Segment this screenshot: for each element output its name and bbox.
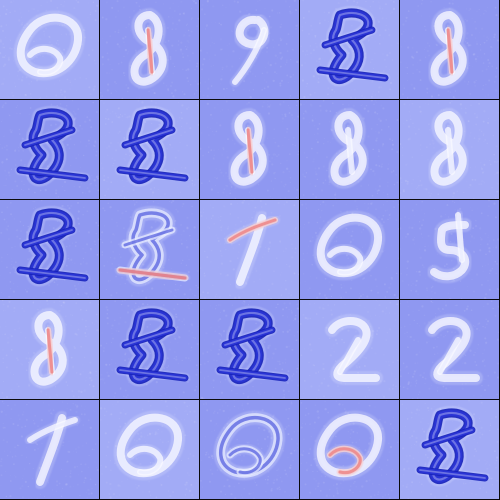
tile-1-1-svg [100, 100, 199, 199]
grid-tile [300, 400, 399, 499]
tile-0-0-svg [0, 0, 99, 99]
grid-tile [0, 100, 99, 199]
grid-tile [200, 100, 299, 199]
tile-0-2-svg [200, 0, 299, 99]
tile-4-0-svg [0, 400, 99, 499]
grid-tile [400, 200, 499, 299]
grid-tile [300, 0, 399, 99]
tile-4-2-svg [200, 400, 299, 499]
grid-tile [0, 0, 99, 99]
tile-2-4-svg [400, 200, 499, 299]
grid-tile [0, 400, 99, 499]
grid-tile [100, 400, 199, 499]
tile-3-1-svg [100, 300, 199, 399]
grid-tile [100, 200, 199, 299]
grid-tile [0, 300, 99, 399]
grid-tile [400, 400, 499, 499]
grid-tile [300, 200, 399, 299]
tile-4-3-svg [300, 400, 399, 499]
tile-3-0-svg [0, 300, 99, 399]
grid-tile [100, 300, 199, 399]
grid-tile [100, 100, 199, 199]
grid-tile [200, 300, 299, 399]
tile-3-3-svg [300, 300, 399, 399]
grid-tile [400, 300, 499, 399]
tile-3-2-svg [200, 300, 299, 399]
tile-4-4-svg [400, 400, 499, 499]
tile-1-3-svg [300, 100, 399, 199]
tile-0-1-svg [100, 0, 199, 99]
tile-3-4-svg [400, 300, 499, 399]
grid-tile [300, 300, 399, 399]
tile-0-4-svg [400, 0, 499, 99]
grid-tile [300, 100, 399, 199]
tile-1-4-svg [400, 100, 499, 199]
grid-tile [0, 200, 99, 299]
grid-tile [200, 400, 299, 499]
tile-4-1-svg [100, 400, 199, 499]
tile-2-1-svg [100, 200, 199, 299]
grid-tile [400, 0, 499, 99]
grid-tile [100, 0, 199, 99]
tile-0-3-svg [300, 0, 399, 99]
tile-1-2-svg [200, 100, 299, 199]
tile-2-3-svg [300, 200, 399, 299]
grid-tile [400, 100, 499, 199]
grid-tile [200, 0, 299, 99]
tile-2-2-svg [200, 200, 299, 299]
tile-1-0-svg [0, 100, 99, 199]
grid-tile [200, 200, 299, 299]
tile-2-0-svg [0, 200, 99, 299]
